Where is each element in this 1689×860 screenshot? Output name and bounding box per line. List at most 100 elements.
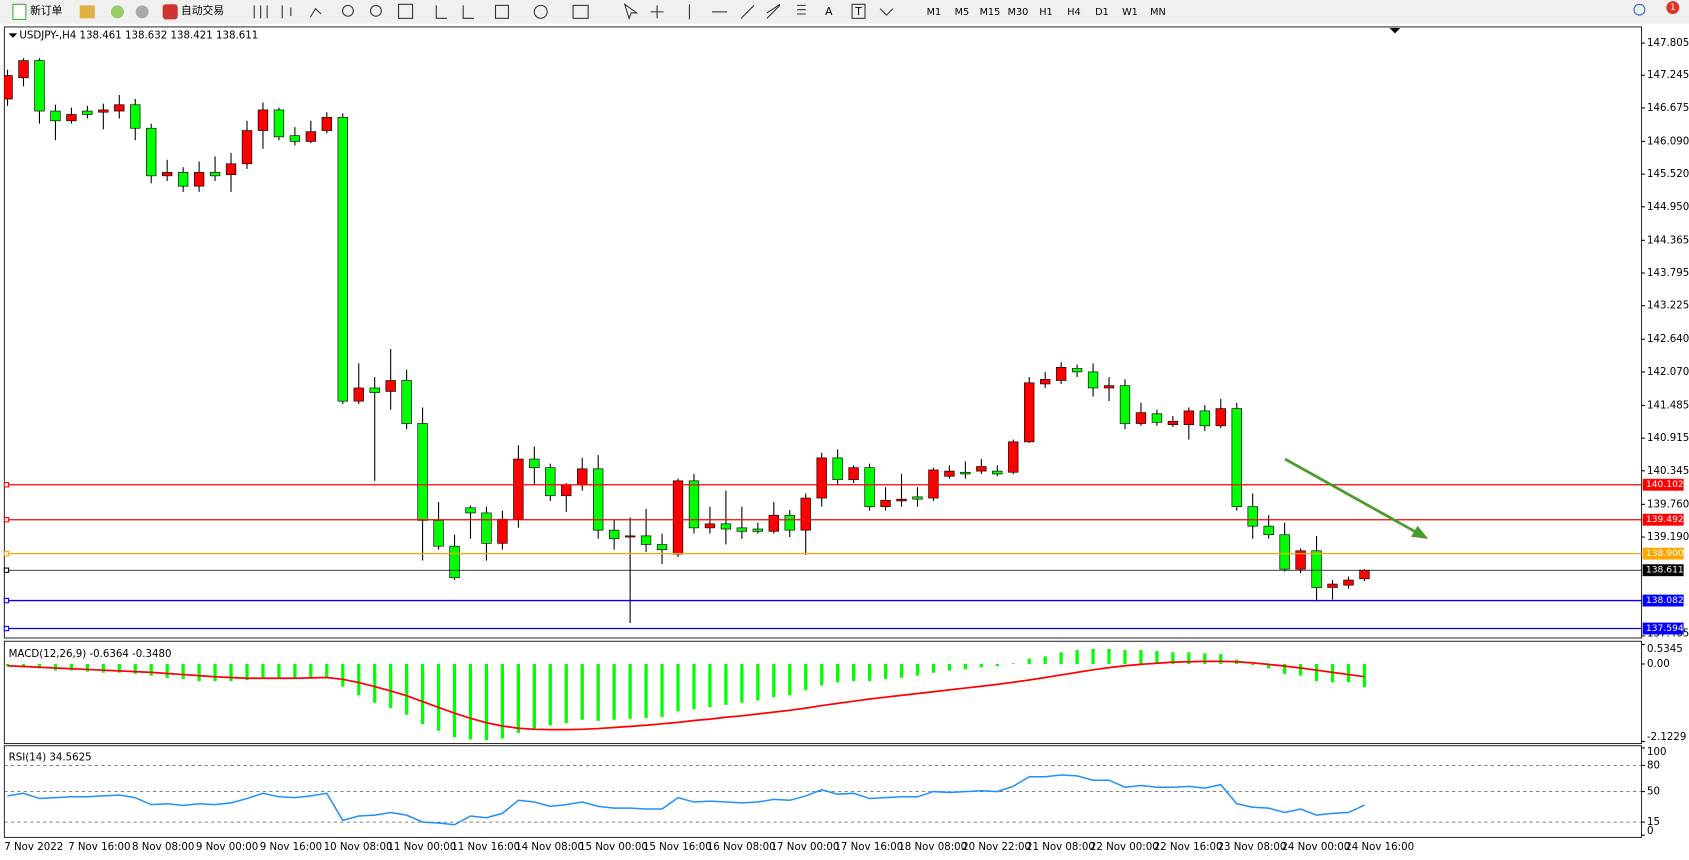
timeframe-button[interactable]: D1 [1095, 7, 1109, 18]
macd-bar [341, 663, 345, 687]
candle-body [736, 527, 748, 532]
macd-bar [1267, 663, 1271, 669]
candle-body [1295, 550, 1306, 570]
macd-bar [979, 663, 983, 668]
x-tick-label: 9 Nov 16:00 [260, 842, 322, 853]
y-tick-label: 142.070 [1647, 367, 1689, 378]
x-tick-label: 20 Nov 22:00 [962, 842, 1031, 853]
timeframe-button[interactable]: H1 [1039, 7, 1052, 18]
candle-body [1311, 550, 1322, 588]
macd-bar [37, 663, 42, 669]
auto-trading-icon[interactable] [162, 4, 178, 20]
candle-body [1135, 412, 1147, 424]
trend-arrow [1284, 457, 1429, 539]
candle-body [385, 380, 396, 392]
icon[interactable] [135, 5, 149, 19]
y-tick-label: 140.915 [1647, 433, 1689, 444]
candle-body [401, 380, 412, 424]
macd-bar [245, 663, 249, 681]
candle-body [1167, 420, 1179, 425]
candle-body [864, 467, 875, 507]
candle-body [816, 457, 827, 499]
candle-body [513, 458, 524, 520]
chart-tools[interactable] [253, 2, 894, 20]
macd-bar [772, 663, 776, 698]
candle-body [720, 523, 732, 530]
timeframe-button[interactable]: W1 [1122, 7, 1138, 18]
auto-trading-button[interactable]: 自动交易 [181, 4, 224, 17]
price-label-bg [1642, 547, 1684, 560]
macd-bar [1139, 650, 1143, 664]
x-tick-label: 16 Nov 08:00 [707, 842, 776, 853]
macd-bar [963, 663, 967, 670]
macd-bar [117, 663, 121, 673]
candle-body [337, 117, 348, 402]
macd-bar [277, 663, 281, 678]
y-tick-label: 147.245 [1647, 70, 1689, 81]
candle-body [593, 468, 604, 531]
notification-badge[interactable] [1666, 1, 1680, 15]
candle-body [1008, 441, 1019, 473]
candle-body [529, 458, 540, 468]
candle-body [193, 172, 205, 187]
icon[interactable] [79, 5, 95, 19]
candle-body [34, 60, 45, 112]
macd-bar [1027, 658, 1031, 664]
price-label: 137.594 [1646, 624, 1684, 634]
macd-bar [149, 663, 153, 676]
timeframe-button[interactable]: M1 [927, 7, 942, 18]
candle-body [1151, 413, 1163, 423]
y-tick-label: 100 [1647, 747, 1667, 758]
macd-bar [788, 663, 792, 696]
price-handle [3, 597, 10, 604]
timeframe-button[interactable]: M15 [980, 7, 1001, 18]
timeframe-button[interactable]: H4 [1067, 7, 1080, 18]
timeframe-button[interactable]: MN [1150, 7, 1166, 18]
candle-body [912, 496, 923, 500]
y-tick-label: -2.1229 [1647, 732, 1686, 743]
macd-bar [468, 663, 473, 740]
indicator-title: RSI(14) 34.5625 [9, 753, 92, 764]
candle-body [449, 545, 460, 579]
icon[interactable] [110, 5, 124, 19]
candle-body [1327, 583, 1338, 588]
candle-body [1343, 579, 1354, 586]
price-label-bg [1642, 478, 1684, 491]
timeframe-button[interactable]: M30 [1008, 7, 1029, 18]
candle-body [18, 60, 29, 79]
search-icon[interactable] [1633, 3, 1646, 16]
macd-bar [1283, 663, 1287, 674]
macd-bar [373, 663, 377, 703]
candle-body [1103, 385, 1115, 389]
macd-bar [612, 663, 616, 720]
macd-bar [1155, 651, 1159, 664]
toolbar: 新订单 自动交易 A T M1 M5 M15 M30 H1 H4 D1 W1 MN 1 [0, 0, 1689, 24]
label-tool[interactable]: T [854, 5, 862, 18]
macd-bar [452, 663, 457, 738]
macd-bar [676, 663, 680, 712]
x-tick-label: 15 Nov 00:00 [579, 842, 648, 853]
y-tick-label: 147.805 [1647, 38, 1689, 49]
x-tick-label: 23 Nov 08:00 [1218, 842, 1287, 853]
macd-bar [405, 663, 409, 715]
text-tool[interactable]: A [825, 5, 833, 18]
candle-body [465, 507, 476, 514]
candle-body [305, 131, 317, 142]
symbol-menu[interactable] [8, 33, 18, 38]
macd-bar [1219, 654, 1223, 664]
price-label-bg [1642, 594, 1684, 607]
x-tick-label: 22 Nov 16:00 [1154, 842, 1223, 853]
new-order-icon[interactable] [12, 3, 27, 20]
candle-body [1087, 371, 1099, 389]
macd-bar [740, 663, 744, 703]
candle-body [1359, 569, 1370, 580]
timeframe-button[interactable]: M5 [955, 7, 970, 18]
candle-body [241, 130, 253, 165]
candle-body [146, 127, 157, 177]
new-order-button[interactable]: 新订单 [30, 4, 63, 17]
candle-body [1119, 385, 1131, 424]
macd-bar [500, 663, 505, 739]
candle-body [369, 387, 380, 393]
y-tick-label: 146.090 [1647, 136, 1689, 147]
